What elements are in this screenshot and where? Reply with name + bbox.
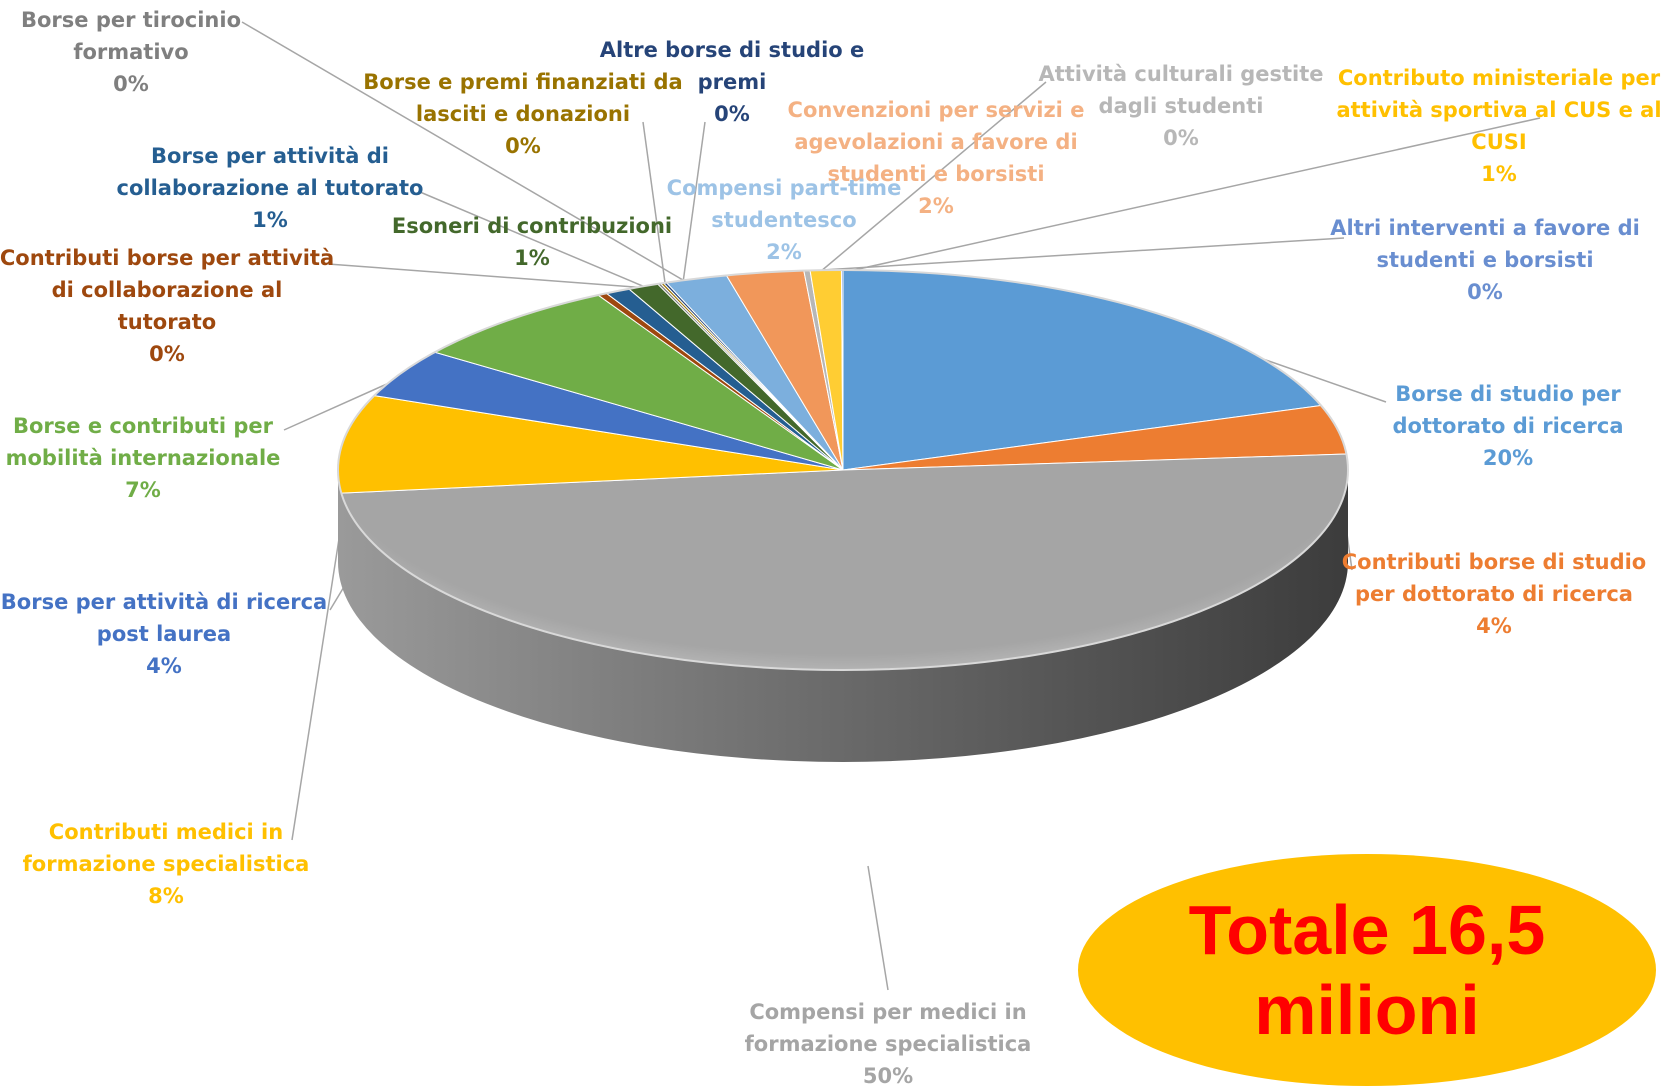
total-line1: Totale 16,5	[1188, 891, 1546, 969]
data-label-line: formazione specialistica	[744, 1032, 1032, 1056]
data-label-line: Contributi borse di studio	[1341, 550, 1647, 574]
data-label-ricerca-post-laurea: Borse per attività di ricerca post laurea…	[1, 586, 327, 682]
data-label-line: dagli studenti	[1098, 94, 1264, 118]
data-label-percent: 4%	[146, 654, 182, 678]
leader-line	[821, 237, 1345, 271]
data-label-percent: 8%	[148, 884, 184, 908]
data-label-esoneri: Esoneri di contribuzioni 1%	[392, 210, 672, 274]
leader-line	[867, 865, 889, 991]
data-label-line: Compensi part-time	[666, 176, 902, 200]
data-label-percent: 1%	[252, 208, 288, 232]
pie-side-wall-path	[338, 470, 1348, 762]
total-line2: milioni	[1254, 971, 1480, 1049]
data-label-borse-tutorato: Borse per attività di collaborazione al t…	[117, 140, 424, 236]
data-label-line: Contributi borse per attività	[0, 246, 335, 270]
data-label-line: agevolazioni a favore di	[794, 130, 1078, 154]
data-label-line: studenti e borsisti	[1376, 248, 1594, 272]
data-label-line: studentesco	[711, 208, 857, 232]
data-label-line: dottorato di ricerca	[1392, 414, 1624, 438]
data-label-altre-borse: Altre borse di studio e premi 0%	[600, 34, 865, 130]
data-label-line: attività sportiva al CUS e al	[1336, 98, 1662, 122]
data-label-line: Altre borse di studio e	[599, 38, 865, 62]
total-badge-text: Totale 16,5 milioni	[1189, 890, 1546, 1050]
data-label-borse-tirocinio: Borse per tirocinio formativo 0%	[21, 4, 241, 100]
leader-line	[817, 117, 1541, 279]
data-label-percent: 2%	[766, 240, 802, 264]
data-label-line: Borse e premi finanziati da	[363, 70, 683, 94]
data-label-percent: 0%	[1467, 280, 1503, 304]
data-label-line: Borse per attività di ricerca	[0, 590, 328, 614]
data-label-contributo-cus: Contributo ministeriale per attività spor…	[1336, 62, 1661, 190]
data-label-percent: 0%	[505, 134, 541, 158]
data-label-percent: 0%	[149, 342, 185, 366]
leader-line	[241, 21, 701, 291]
data-label-percent: 0%	[714, 102, 750, 126]
pie-side-wall	[338, 470, 1348, 762]
total-badge: Totale 16,5 milioni	[1078, 854, 1656, 1086]
data-label-line: collaborazione al tutorato	[116, 176, 424, 200]
data-label-convenzioni: Convenzioni per servizi e agevolazioni a …	[788, 94, 1085, 222]
data-label-line: CUSI	[1471, 130, 1527, 154]
data-label-line: Attività culturali gestite	[1038, 62, 1324, 86]
data-label-percent: 1%	[514, 246, 550, 270]
data-label-borse-dottorato: Borse di studio per dottorato di ricerca 2…	[1392, 378, 1623, 474]
data-label-line: Borse e contributi per	[13, 414, 273, 438]
data-label-borse-lasciti: Borse e premi finanziati da lasciti e don…	[363, 66, 682, 162]
data-label-line: lasciti e donazioni	[415, 102, 631, 126]
data-label-line: studenti e borsisti	[827, 162, 1045, 186]
pie-top-face	[337, 269, 1349, 671]
data-label-part-time: Compensi part-time studentesco 2%	[667, 172, 902, 268]
data-label-attivita-culturali: Attività culturali gestite dagli studenti…	[1038, 58, 1323, 154]
data-label-percent: 7%	[125, 478, 161, 502]
leader-line	[327, 263, 649, 289]
data-label-line: per dottorato di ricerca	[1355, 582, 1633, 606]
leader-line	[419, 191, 653, 291]
data-label-line: Borse di studio per	[1395, 382, 1621, 406]
data-label-line: Contributo ministeriale per	[1337, 66, 1661, 90]
leader-line	[681, 121, 706, 291]
data-label-line: formativo	[73, 40, 189, 64]
data-label-contributi-medici: Contributi medici in formazione specialis…	[23, 816, 310, 912]
data-label-compensi-medici: Compensi per medici in formazione special…	[745, 996, 1032, 1092]
data-label-contributi-tutorato: Contributi borse per attività di collabor…	[0, 242, 334, 370]
data-label-percent: 50%	[862, 1064, 914, 1088]
leader-line	[819, 81, 1047, 273]
data-label-line: mobilità internazionale	[5, 446, 281, 470]
data-label-line: Convenzioni per servizi e	[787, 98, 1085, 122]
data-label-percent: 1%	[1481, 162, 1517, 186]
data-label-percent: 0%	[1163, 126, 1199, 150]
data-label-percent: 0%	[113, 72, 149, 96]
pie-rim	[337, 269, 1349, 671]
data-label-line: formazione specialistica	[22, 852, 310, 876]
data-label-line: di collaborazione al	[51, 278, 283, 302]
data-label-line: post laurea	[96, 622, 232, 646]
data-label-contributi-dottorato: Contributi borse di studio per dottorato …	[1342, 546, 1646, 642]
data-label-altri-interventi: Altri interventi a favore di studenti e b…	[1330, 212, 1640, 308]
data-label-line: Borse per attività di	[151, 144, 389, 168]
data-label-line: premi	[697, 70, 767, 94]
leader-line	[642, 121, 667, 291]
data-label-line: Altri interventi a favore di	[1330, 216, 1640, 240]
data-label-line: Contributi medici in	[48, 820, 284, 844]
data-label-percent: 4%	[1476, 614, 1512, 638]
data-label-mobilita: Borse e contributi per mobilità internazi…	[6, 410, 281, 506]
data-label-line: Esoneri di contribuzioni	[391, 214, 673, 238]
data-label-line: tutorato	[117, 310, 217, 334]
data-label-percent: 20%	[1482, 446, 1534, 470]
data-label-percent: 2%	[918, 194, 954, 218]
data-label-line: Compensi per medici in	[749, 1000, 1027, 1024]
data-label-line: Borse per tirocinio	[20, 8, 242, 32]
